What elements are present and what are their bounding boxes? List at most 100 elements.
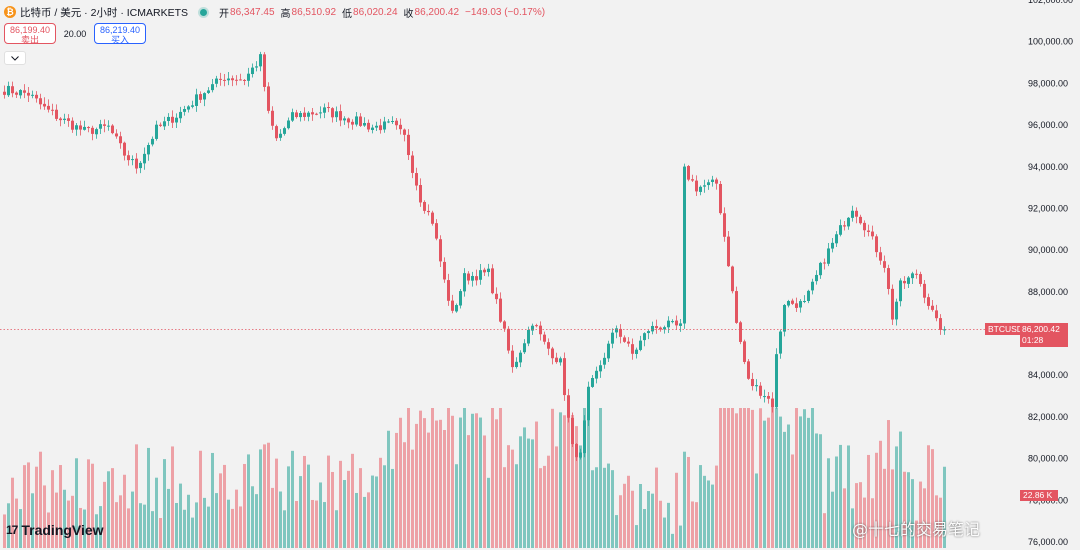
candle-body <box>639 340 642 350</box>
candle-body <box>159 124 162 126</box>
low-value: 86,020.24 <box>353 6 398 18</box>
candle-body <box>275 126 278 139</box>
volume-bar <box>587 408 590 548</box>
high-label: 高 <box>280 8 291 20</box>
candle-body <box>895 301 898 320</box>
candle-body <box>707 182 710 186</box>
candle-body <box>27 92 30 96</box>
price-tick-label: 76,000.00 <box>1028 537 1068 547</box>
candle-body <box>323 107 326 113</box>
volume-bar <box>911 479 914 548</box>
volume-bar <box>83 509 86 548</box>
buy-button[interactable]: 86,219.40 买入 <box>94 23 146 45</box>
volume-bar <box>71 495 74 548</box>
candle-body <box>95 129 98 135</box>
volume-bar <box>467 435 470 548</box>
candle-body <box>131 159 134 161</box>
volume-bar <box>351 453 354 548</box>
candle-body <box>207 90 210 93</box>
price-tick-label: 90,000.00 <box>1028 245 1068 255</box>
volume-bar <box>191 517 194 548</box>
price-tick-label: 88,000.00 <box>1028 287 1068 297</box>
candle-body <box>891 288 894 320</box>
candle-body <box>771 398 774 408</box>
volume-bar <box>767 417 770 548</box>
volume-bar <box>539 468 542 548</box>
candle-body <box>87 127 90 129</box>
tradingview-logo[interactable]: 17 TradingView <box>6 522 104 538</box>
candle-body <box>191 105 194 107</box>
volume-bar <box>763 420 766 548</box>
candle-body <box>431 212 434 224</box>
candle-body <box>511 350 514 368</box>
volume-bar <box>499 408 502 548</box>
volume-bar <box>739 408 742 548</box>
volume-bar <box>395 432 398 548</box>
candle-body <box>823 262 826 264</box>
candle-body <box>555 357 558 363</box>
volume-bar <box>795 408 798 548</box>
volume-bar <box>583 408 586 548</box>
candle-body <box>387 121 390 123</box>
price-tick-label: 98,000.00 <box>1028 78 1068 88</box>
volume-bar <box>863 497 866 548</box>
candle-body <box>583 420 586 454</box>
volume-bar <box>211 452 214 548</box>
candle-body <box>391 121 394 123</box>
volume-bar <box>895 446 898 548</box>
volume-bar <box>163 459 166 548</box>
candle-body <box>815 274 818 282</box>
price-tick-label: 84,000.00 <box>1028 370 1068 380</box>
candle-body <box>47 105 50 110</box>
volume-bar <box>883 468 886 548</box>
volume-bar <box>271 487 274 548</box>
candle-body <box>795 303 798 308</box>
candle-body <box>759 385 762 396</box>
collapse-legend-button[interactable] <box>4 51 26 65</box>
volume-bar <box>67 500 70 548</box>
author-watermark: @十七的交易笔记 <box>852 520 981 539</box>
price-tick-label: 102,000.00 <box>1028 0 1073 5</box>
candle-body <box>107 125 110 127</box>
volume-bar <box>51 470 54 548</box>
volume-bar <box>599 408 602 548</box>
candle-body <box>539 325 542 335</box>
volume-bar <box>27 462 30 548</box>
volume-bar <box>235 489 238 548</box>
candle-body <box>911 273 914 279</box>
volume-bar <box>823 513 826 548</box>
candle-body <box>587 386 590 421</box>
candle-body <box>103 124 106 126</box>
volume-bar <box>775 408 778 548</box>
candle-body <box>619 328 622 337</box>
candle-body <box>487 268 490 273</box>
candle-body <box>503 321 506 329</box>
candle-body <box>635 349 638 354</box>
volume-bar <box>803 409 806 548</box>
volume-bar <box>495 419 498 548</box>
volume-bar <box>167 488 170 548</box>
volume-bar <box>555 446 558 548</box>
volume-bar <box>99 506 102 548</box>
candle-body <box>19 90 22 96</box>
candle-body <box>723 213 726 237</box>
volume-bar <box>915 520 918 548</box>
candle-body <box>919 274 922 284</box>
candle-body <box>311 112 314 115</box>
symbol-title[interactable]: 比特币 / 美元 · 2小时 · ICMARKETS <box>20 6 189 19</box>
volume-bar <box>315 500 318 548</box>
volume-bar <box>375 476 378 548</box>
volume-bar <box>695 502 698 548</box>
sell-button[interactable]: 86,199.40 卖出 <box>4 23 56 45</box>
candle-body <box>643 333 646 341</box>
candle-body <box>611 332 614 344</box>
volume-bar <box>679 525 682 548</box>
candle-body <box>443 261 446 280</box>
price-axis[interactable]: 102,000.00 100,000.00 98,000.00 96,000.00 94… <box>1028 0 1073 547</box>
candle-body <box>599 365 602 372</box>
candle-body <box>927 297 930 306</box>
price-tick-label: 92,000.00 <box>1028 203 1068 213</box>
candle-body <box>527 329 530 344</box>
candle-body <box>3 91 6 95</box>
